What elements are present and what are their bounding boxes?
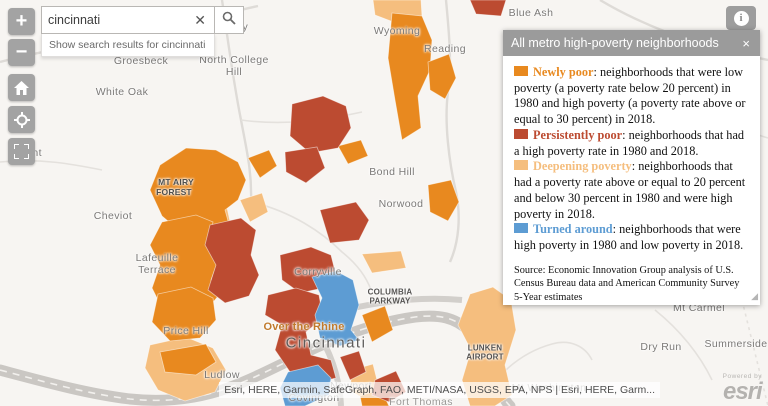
- esri-wordmark: esri: [722, 378, 763, 405]
- turned-around-text: : neighborhoods that were high poverty i…: [514, 222, 744, 253]
- deepening-poverty-text: : neighborhoods that had a poverty rate …: [514, 159, 746, 221]
- plus-icon: +: [15, 10, 28, 32]
- newly-poor-term: Newly poor: [533, 65, 594, 79]
- home-button[interactable]: [8, 74, 35, 101]
- search-icon: [222, 11, 236, 30]
- home-icon: [14, 80, 29, 95]
- legend-item-persistently-poor: Persistently poor: neighborhoods that ha…: [514, 128, 749, 159]
- legend-header: All metro high-poverty neighborhoods ×: [503, 30, 760, 56]
- turned-around-term: Turned around: [533, 222, 613, 237]
- legend-item-turned-around: Turned around: neighborhoods that were h…: [514, 222, 749, 253]
- locate-icon: [13, 111, 30, 128]
- persistently-poor-swatch: [514, 128, 528, 139]
- search-input[interactable]: cincinnati ✕: [41, 6, 214, 34]
- zoom-in-button[interactable]: +: [8, 8, 35, 35]
- search-value: cincinnati: [48, 13, 101, 27]
- resize-handle-icon[interactable]: ◢: [751, 291, 758, 302]
- search-button[interactable]: [214, 6, 244, 34]
- persistently-poor-text: : neighborhoods that had a high poverty …: [514, 127, 745, 158]
- newly-poor-swatch: [514, 66, 528, 76]
- legend-source: Source: Economic Innovation Group analys…: [514, 264, 740, 303]
- info-icon: i: [733, 10, 749, 26]
- search-suggestion[interactable]: Show search results for cincinnati: [41, 34, 215, 57]
- powered-by-label: Powered by: [722, 372, 762, 380]
- fullscreen-button[interactable]: [8, 138, 35, 165]
- close-icon[interactable]: ×: [742, 35, 750, 51]
- map-attribution: Esri, HERE, Garmin, SafeGraph, FAO, METI…: [219, 382, 660, 398]
- turned-around-swatch: [514, 223, 528, 234]
- legend-panel: All metro high-poverty neighborhoods × N…: [503, 30, 760, 305]
- legend-item-deepening-poverty: Deepening poverty: neighborhoods that ha…: [514, 159, 749, 222]
- esri-logo: Powered by esri: [722, 372, 763, 405]
- legend-item-newly-poor: Newly poor: neighborhoods that were low …: [514, 65, 749, 128]
- legend-title: All metro high-poverty neighborhoods: [511, 36, 719, 50]
- minus-icon: −: [15, 41, 28, 63]
- deepening-poverty-term: Deepening poverty: [533, 159, 632, 174]
- deepening-poverty-swatch: [514, 160, 528, 171]
- info-button[interactable]: i: [726, 6, 756, 30]
- fullscreen-icon: [14, 144, 29, 159]
- locate-button[interactable]: [8, 106, 35, 133]
- clear-search-icon[interactable]: ✕: [194, 11, 206, 28]
- persistently-poor-term: Persistently poor: [533, 127, 623, 142]
- newly-poor-text: : neighborhoods that were low poverty (a…: [514, 65, 746, 127]
- zoom-out-button[interactable]: −: [8, 39, 35, 66]
- legend-body: Newly poor: neighborhoods that were low …: [503, 56, 760, 305]
- search-widget: cincinnati ✕ Show search results for cin…: [41, 6, 244, 57]
